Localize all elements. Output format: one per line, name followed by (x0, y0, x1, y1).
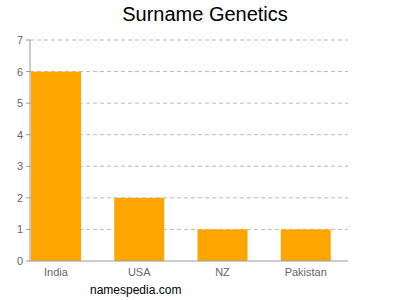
tick-mark (26, 229, 30, 230)
bar (197, 229, 247, 261)
annotation: namespedia.com (90, 283, 181, 297)
x-axis (30, 261, 348, 262)
tick-mark (26, 40, 30, 41)
tick-label: 1 (17, 223, 23, 235)
chart-title: Surname Genetics (122, 3, 288, 25)
tick-mark (26, 197, 30, 198)
grid-line (30, 40, 348, 41)
bar (31, 72, 81, 261)
bar (114, 198, 164, 261)
category-label: USA (128, 266, 151, 278)
tick-label: 7 (17, 34, 23, 46)
tick-label: 6 (17, 66, 23, 78)
category-label: India (44, 266, 69, 278)
tick-mark (26, 166, 30, 167)
tick-mark (26, 261, 30, 262)
chart-svg: Surname Genetics 0 1 2 3 4 5 6 7 India USA NZ Pakist… (0, 0, 400, 300)
tick-label: 2 (17, 192, 23, 204)
tick-mark (26, 134, 30, 135)
tick-label: 3 (17, 160, 23, 172)
chart-root: Surname Genetics 0 1 2 3 4 5 6 7 India USA NZ Pakist… (0, 0, 400, 300)
tick-label: 4 (17, 129, 23, 141)
category-label: NZ (215, 266, 230, 278)
tick-mark (26, 103, 30, 104)
tick-label: 5 (17, 97, 23, 109)
bar (281, 229, 331, 261)
category-label: Pakistan (285, 266, 327, 278)
tick-mark (26, 71, 30, 72)
y-axis (30, 40, 31, 261)
bars (31, 72, 331, 261)
tick-label: 0 (17, 255, 23, 267)
